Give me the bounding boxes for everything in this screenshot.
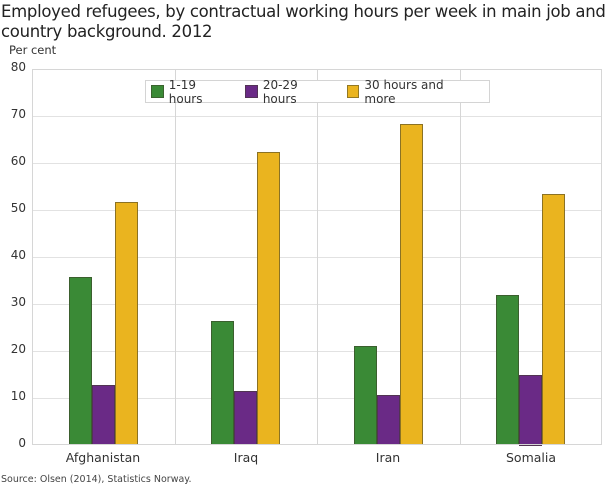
y-tick-label: 80	[10, 60, 26, 74]
y-tick-label: 30	[10, 295, 26, 309]
legend-swatch-yellow	[346, 85, 360, 98]
legend-item-30-plus[interactable]: 30 hours and more	[346, 77, 476, 106]
y-tick-label: 40	[10, 248, 26, 262]
category-divider	[317, 69, 318, 445]
plot-frame	[32, 69, 602, 445]
legend-item-1-19[interactable]: 1-19 hours	[151, 78, 232, 106]
legend-swatch-purple	[245, 85, 258, 98]
y-tick-label: 10	[10, 389, 26, 403]
y-tick-label: 50	[10, 201, 26, 215]
legend-swatch-green	[151, 85, 164, 98]
x-category-label: Iraq	[233, 450, 259, 465]
x-category-label: Somalia	[505, 450, 557, 465]
bar-somalia-1[interactable]	[519, 375, 542, 446]
legend-label: 30 hours and more	[364, 77, 444, 106]
x-category-label: Iran	[375, 450, 401, 465]
legend-item-20-29[interactable]: 20-29 hours	[245, 78, 334, 106]
legend-label: 1-19 hours	[168, 77, 203, 106]
y-tick-label: 20	[10, 342, 26, 356]
legend-label: 20-29 hours	[262, 77, 298, 106]
legend: 1-19 hours 20-29 hours 30 hours and more	[145, 77, 490, 106]
category-divider	[175, 69, 176, 445]
x-category-label: Afghanistan	[65, 450, 141, 465]
y-tick-label: 60	[10, 154, 26, 168]
source-note: Source: Olsen (2014), Statistics Norway.	[1, 474, 192, 485]
y-tick-label: 70	[10, 107, 26, 121]
y-tick-label: 0	[18, 436, 26, 450]
y-axis-label: Per cent	[9, 43, 57, 57]
category-divider	[460, 69, 461, 445]
chart-title: Employed refugees, by contractual workin…	[1, 2, 606, 41]
